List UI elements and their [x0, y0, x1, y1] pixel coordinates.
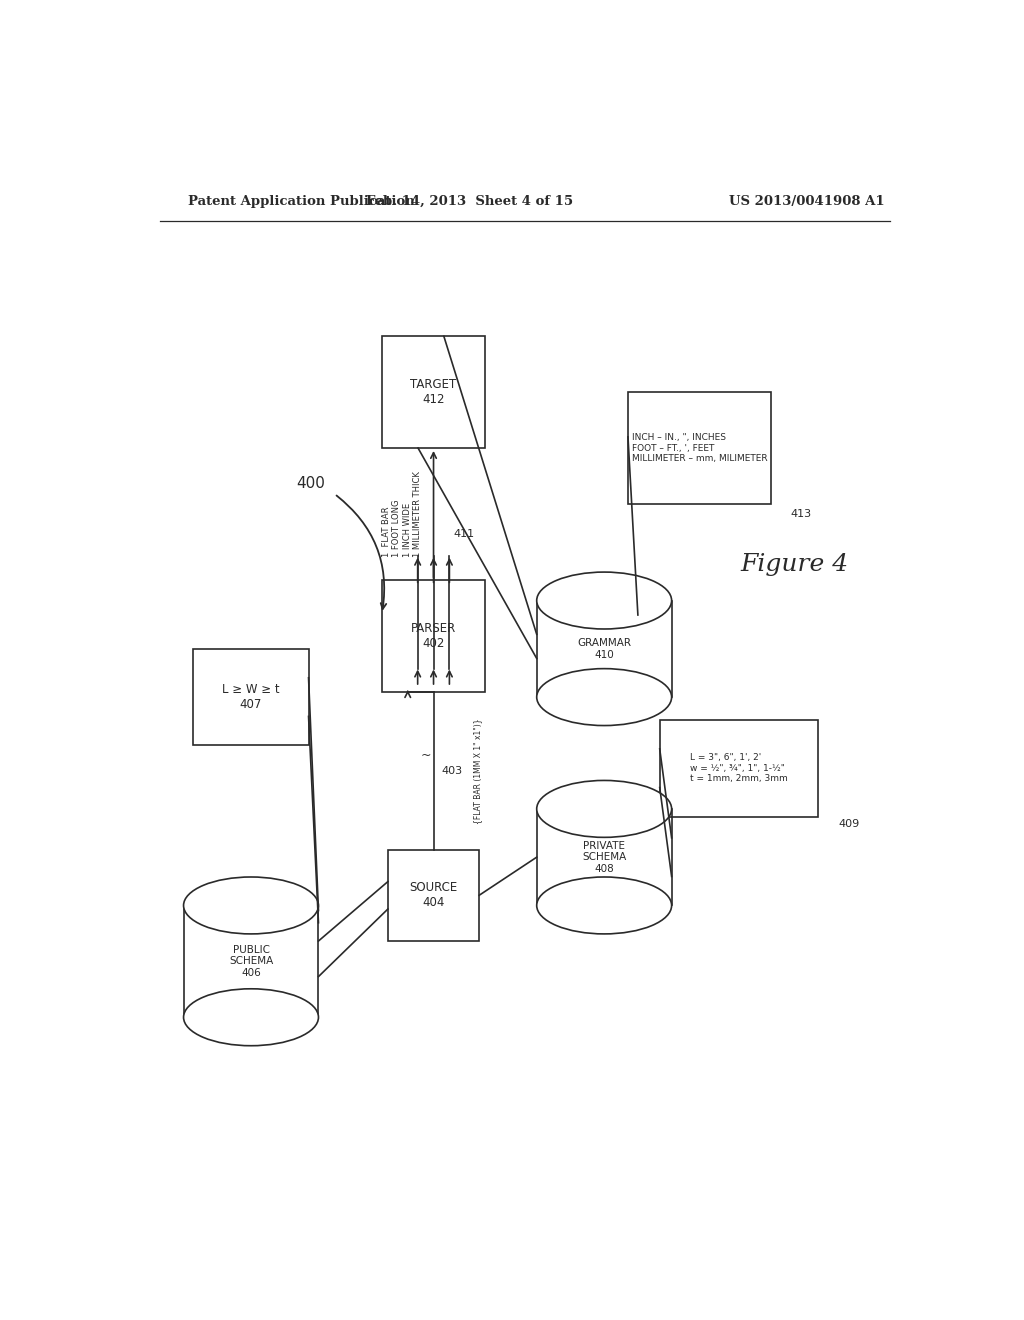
- Bar: [194, 649, 308, 746]
- Text: SOURCE
404: SOURCE 404: [410, 882, 458, 909]
- Text: GRAMMAR
410: GRAMMAR 410: [578, 638, 631, 660]
- Text: PARSER
402: PARSER 402: [411, 622, 456, 651]
- Text: 411: 411: [454, 529, 474, 540]
- Text: 409: 409: [839, 820, 859, 829]
- Ellipse shape: [183, 989, 318, 1045]
- Bar: [183, 906, 318, 1018]
- Text: TARGET
412: TARGET 412: [411, 378, 457, 407]
- Text: 1  FLAT BAR
1 FOOT LONG
1 INCH WIDE
1 MILLIMETER THICK: 1 FLAT BAR 1 FOOT LONG 1 INCH WIDE 1 MIL…: [382, 471, 422, 557]
- Text: 413: 413: [791, 510, 812, 519]
- Text: US 2013/0041908 A1: US 2013/0041908 A1: [729, 194, 885, 207]
- Text: L ≥ W ≥ t
407: L ≥ W ≥ t 407: [222, 682, 280, 711]
- Bar: [382, 337, 485, 447]
- Ellipse shape: [537, 780, 672, 837]
- Text: PRIVATE
SCHEMA
408: PRIVATE SCHEMA 408: [582, 841, 627, 874]
- Text: PUBLIC
SCHEMA
406: PUBLIC SCHEMA 406: [229, 945, 273, 978]
- Ellipse shape: [537, 876, 672, 935]
- Bar: [537, 601, 672, 697]
- Bar: [537, 809, 672, 906]
- Text: L = 3", 6", 1', 2'
w = ½", ¾", 1", 1-½"
t = 1mm, 2mm, 3mm: L = 3", 6", 1', 2' w = ½", ¾", 1", 1-½" …: [690, 754, 787, 783]
- Text: INCH – IN., ", INCHES
FOOT – FT., ', FEET
MILLIMETER – mm, MILIMETER: INCH – IN., ", INCHES FOOT – FT., ', FEE…: [632, 433, 767, 463]
- Bar: [628, 392, 771, 504]
- Text: Patent Application Publication: Patent Application Publication: [187, 194, 415, 207]
- Bar: [388, 850, 479, 941]
- Ellipse shape: [183, 876, 318, 935]
- Bar: [659, 719, 818, 817]
- Bar: [382, 581, 485, 692]
- Text: 403: 403: [441, 766, 463, 776]
- Ellipse shape: [537, 572, 672, 630]
- Text: 400: 400: [296, 477, 325, 491]
- Text: Feb. 14, 2013  Sheet 4 of 15: Feb. 14, 2013 Sheet 4 of 15: [366, 194, 572, 207]
- Ellipse shape: [537, 669, 672, 726]
- Text: {FLAT BAR (1MM X 1" x1")}: {FLAT BAR (1MM X 1" x1")}: [473, 718, 481, 824]
- Text: ~: ~: [420, 748, 431, 762]
- Text: Figure 4: Figure 4: [740, 553, 849, 577]
